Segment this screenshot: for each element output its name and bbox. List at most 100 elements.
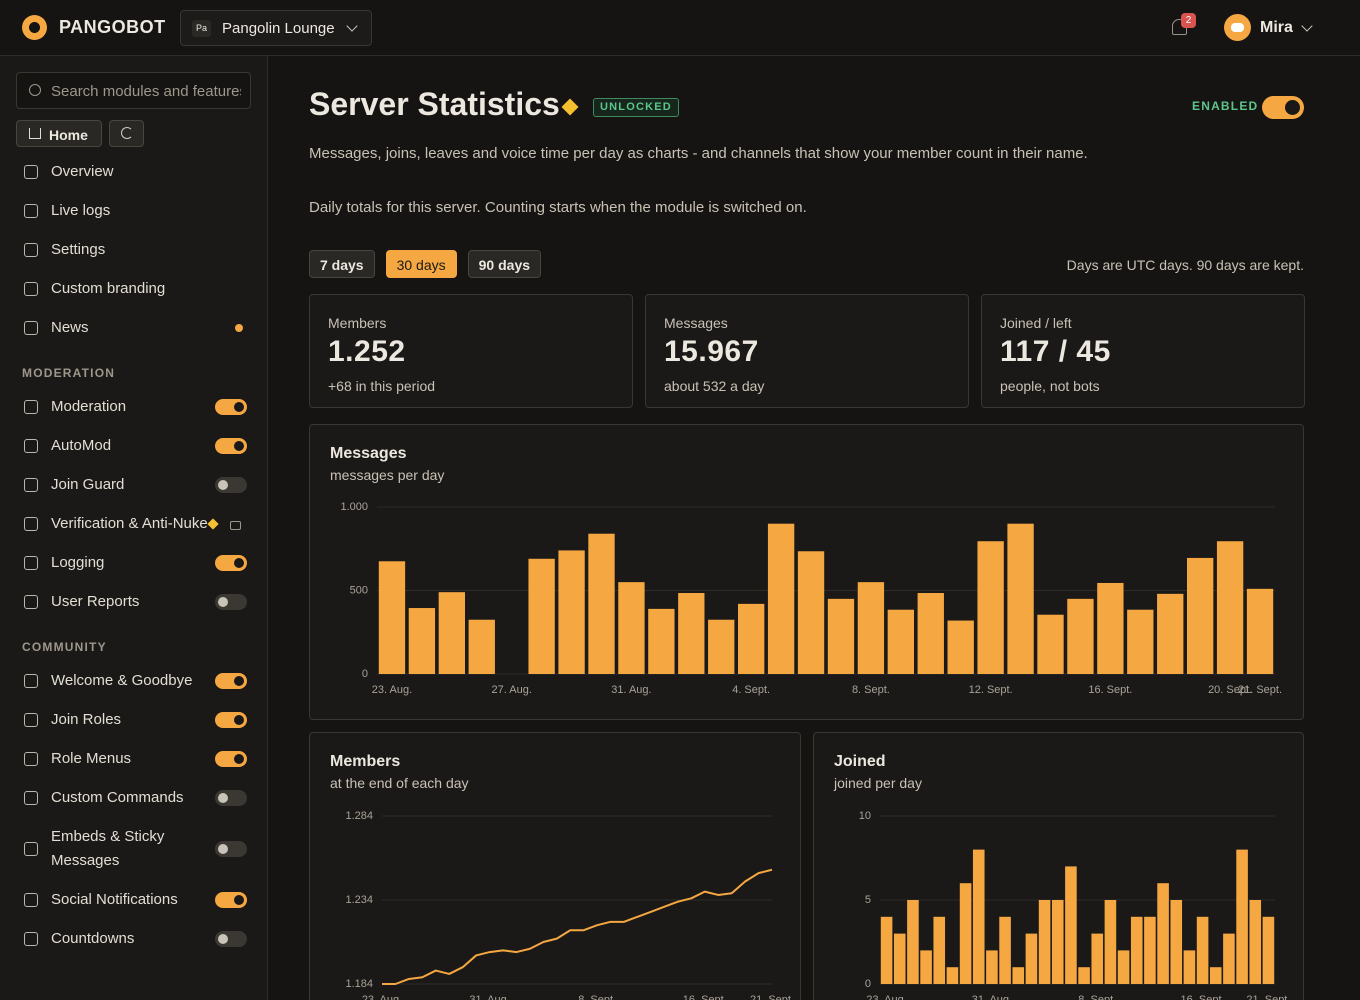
nav-item[interactable]: Role Menus [0, 739, 267, 778]
bar [648, 608, 675, 674]
nav-item[interactable]: Join Guard [0, 465, 267, 504]
brand: PANGOBOT [59, 17, 166, 37]
range-button[interactable]: 30 days [385, 250, 457, 278]
nav-icon [24, 931, 38, 946]
bar [1130, 916, 1143, 984]
bar [1104, 900, 1117, 984]
chevron [346, 20, 358, 32]
nav-label: News [51, 318, 89, 336]
nav-item[interactable]: Welcome & Goodbye [0, 661, 267, 700]
module-toggle[interactable] [215, 789, 247, 806]
x-tick-label: 8. Sept. [578, 994, 616, 1000]
stat-value: 15.967 [664, 335, 759, 368]
module-toggle[interactable] [215, 840, 247, 857]
x-tick-label: 23. Aug. [372, 684, 412, 696]
nav-label: Countdowns [51, 929, 135, 947]
module-toggle[interactable] [215, 750, 247, 767]
nav-item[interactable]: Join Roles [0, 700, 267, 739]
nav-item[interactable]: Overview [0, 152, 267, 191]
nav-label: Overview [51, 162, 114, 180]
module-toggle[interactable] [215, 930, 247, 947]
nav-item[interactable]: Social Notifications [0, 880, 267, 919]
range-buttons: 7 days 30 days 90 days [309, 250, 542, 278]
nav-icon [24, 164, 38, 179]
module-toggle[interactable] [215, 398, 247, 415]
toggle-knob [218, 843, 228, 854]
toggle-knob [1285, 100, 1300, 115]
module-toggle[interactable] [215, 891, 247, 908]
chart: 1.184 1.234 1.284 23. Aug. 31. Aug. 8. Sept. 1… [345, 810, 794, 1000]
nav-item[interactable]: Custom Commands [0, 778, 267, 817]
nav-item[interactable]: Live logs [0, 191, 267, 230]
toggle-knob [234, 714, 244, 725]
nav-item[interactable]: Countdowns [0, 919, 267, 958]
x-tick-label: 21. Sept. [1238, 684, 1282, 696]
home-button[interactable]: Home [16, 120, 102, 147]
y-tick-label: 5 [865, 894, 871, 906]
nav-item[interactable]: Moderation [0, 387, 267, 426]
bar [880, 916, 893, 984]
bar [857, 582, 885, 674]
nav-label: Join Guard [51, 475, 125, 493]
bar [999, 916, 1011, 984]
toggle-knob [234, 557, 244, 568]
bar [946, 967, 959, 984]
search-placeholder: Search modules and features [51, 83, 241, 100]
module-toggle[interactable] [215, 672, 247, 689]
chart-card: Members at the end of each day 1.184 1.23… [309, 732, 801, 1000]
bar [977, 541, 1004, 674]
y-tick-label: 0 [865, 978, 871, 990]
top-bar: PANGOBOT Pa Pangolin Lounge 2 Mira [0, 0, 1360, 56]
x-tick-label: 27. Aug. [492, 684, 532, 696]
nav-item[interactable]: Embeds & Sticky Messages [0, 817, 267, 880]
module-toggle[interactable] [215, 476, 247, 493]
x-tick-label: 23. Aug. [362, 994, 402, 1000]
bar [947, 620, 974, 674]
module-toggle[interactable] [215, 711, 247, 728]
stat-card: Members 1.252 +68 in this period [309, 294, 633, 408]
nav-item[interactable]: Logging [0, 543, 267, 582]
avatar[interactable] [1224, 14, 1251, 41]
bar [1067, 598, 1094, 674]
refresh-button[interactable] [109, 120, 144, 147]
nav-icon [24, 438, 38, 453]
server-select[interactable]: Pa Pangolin Lounge [180, 10, 372, 46]
nav-item[interactable]: Verification & Anti-Nuke [0, 504, 267, 543]
chart-subtitle: at the end of each day [330, 775, 469, 791]
nav-item[interactable]: Settings [0, 230, 267, 269]
nav-item[interactable]: News [0, 308, 267, 347]
chart: 0 500 1.000 23. Aug. 27. Aug. 31. Aug. 4. Sept… [340, 501, 1282, 696]
stat-label: Members [328, 315, 387, 331]
nav-item[interactable]: Custom branding [0, 269, 267, 308]
search[interactable]: Search modules and features [16, 72, 251, 109]
module-toggle[interactable] [215, 437, 247, 454]
bar [920, 950, 932, 984]
premium-icon [561, 98, 579, 116]
nav-item[interactable]: User Reports [0, 582, 267, 621]
module-toggle[interactable] [1262, 96, 1304, 119]
module-toggle[interactable] [215, 554, 247, 571]
unlocked-badge: UNLOCKED [593, 98, 679, 117]
bar [737, 603, 765, 674]
user-name[interactable]: Mira [1260, 19, 1293, 36]
bar [1186, 557, 1214, 674]
range-button[interactable]: 90 days [467, 250, 542, 278]
bar [1249, 900, 1262, 984]
range-button[interactable]: 7 days [309, 250, 375, 278]
nav-item[interactable]: AutoMod [0, 426, 267, 465]
server-initials: Pa [192, 20, 211, 37]
bar [893, 933, 906, 984]
x-tick-label: 21. Sept. [1246, 994, 1290, 1000]
toggle-knob [234, 894, 244, 905]
x-tick-label: 31. Aug. [469, 994, 509, 1000]
nav-label: Logging [51, 553, 105, 571]
section-title: COMMUNITY [22, 640, 107, 654]
bar [1091, 933, 1104, 984]
stat-label: Joined / left [1000, 315, 1072, 331]
module-toggle[interactable] [215, 593, 247, 610]
nav-icon [24, 751, 38, 766]
bar [887, 609, 915, 674]
bar [959, 883, 972, 984]
bar [1078, 967, 1090, 984]
nav-label: AutoMod [51, 436, 112, 454]
